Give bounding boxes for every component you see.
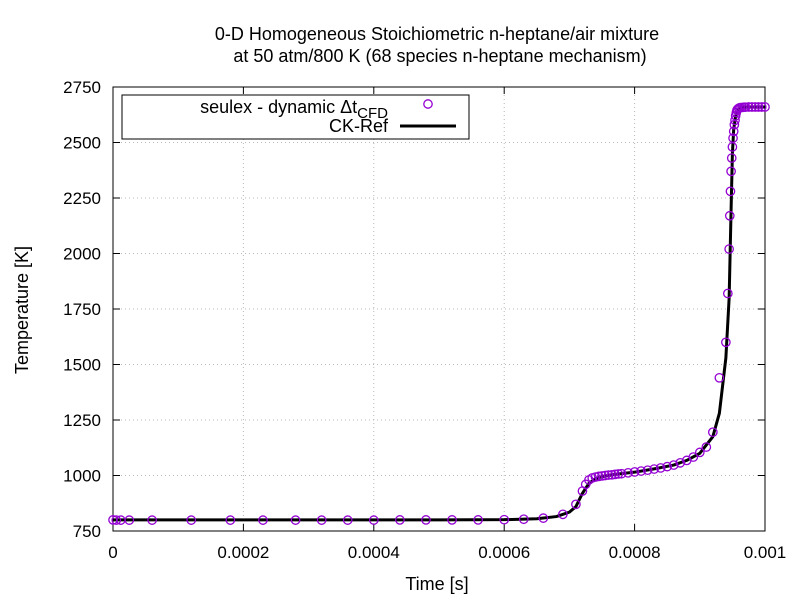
- series-layer: [108, 102, 770, 525]
- seulex-point: [421, 515, 431, 525]
- seulex-point: [186, 515, 197, 525]
- seulex-point: [613, 469, 624, 479]
- axes: [112, 86, 766, 532]
- y-tick-label: 1500: [63, 356, 101, 375]
- seulex-point: [721, 337, 731, 348]
- legend-label-seulex: seulex - dynamic ΔtCFD: [200, 97, 388, 122]
- y-tick-label: 2250: [63, 189, 101, 208]
- seulex-point: [597, 471, 607, 481]
- legend-label-subscript: CFD: [357, 105, 388, 122]
- legend-box: [121, 94, 470, 140]
- y-tick-label: 1750: [63, 300, 101, 319]
- seulex-point: [623, 467, 633, 478]
- y-tick-label: 1250: [63, 411, 101, 430]
- seulex-point: [600, 470, 611, 481]
- seulex-point: [743, 102, 754, 112]
- seulex-point: [571, 499, 581, 510]
- x-tick-label: 0.0002: [217, 543, 269, 562]
- seulex-point: [655, 463, 666, 473]
- seulex-point: [747, 102, 757, 112]
- y-axis-label: Temperature [K]: [12, 246, 32, 374]
- seulex-point: [258, 515, 268, 525]
- seulex-point: [606, 469, 617, 480]
- seulex-point: [642, 465, 653, 476]
- seulex-point: [558, 509, 568, 520]
- seulex-point: [499, 514, 510, 525]
- tick-labels: 0 0.0002 0.0004 0.0006 0.0008 0.001 750 1000 125…: [63, 78, 786, 562]
- seulex-point: [726, 166, 736, 177]
- seulex-point: [603, 470, 614, 480]
- seulex-point: [694, 447, 705, 458]
- y-tick-label: 2750: [63, 78, 101, 97]
- legend-marker-seulex: [423, 99, 433, 109]
- chart-title: 0-D Homogeneous Stoichiometric n-heptane…: [215, 24, 659, 44]
- seulex-point: [714, 372, 725, 383]
- x-tick-label: 0: [108, 543, 117, 562]
- seulex-point: [342, 515, 353, 525]
- seulex-point: [395, 515, 405, 525]
- x-tick-label: 0.0008: [609, 543, 661, 562]
- x-axis-label: Time [s]: [405, 574, 468, 594]
- seulex-point: [629, 467, 640, 477]
- seulex-point: [724, 210, 735, 221]
- seulex-point: [707, 427, 718, 438]
- seulex-point: [147, 515, 157, 525]
- grid: [113, 87, 765, 531]
- seulex-point: [447, 515, 457, 525]
- seulex-point: [616, 468, 627, 479]
- seulex-point: [756, 102, 767, 112]
- seulex-point: [728, 126, 739, 137]
- seulex-point: [725, 186, 736, 197]
- seulex-point: [740, 102, 751, 113]
- seulex-point: [675, 457, 686, 468]
- y-tick-label: 2000: [63, 245, 101, 264]
- x-tick-label: 0.001: [744, 543, 787, 562]
- seulex-point: [538, 513, 549, 523]
- seulex-point: [225, 515, 236, 525]
- x-tick-label: 0.0006: [478, 543, 530, 562]
- seulex-point: [473, 515, 483, 525]
- x-tick-label: 0.0004: [348, 543, 400, 562]
- seulex-point: [662, 461, 673, 472]
- y-tick-label: 750: [73, 522, 101, 541]
- seulex-point: [726, 153, 737, 163]
- seulex-point: [760, 102, 770, 112]
- seulex-point: [593, 471, 604, 482]
- ck-ref-line: [113, 105, 765, 522]
- legend-label-ckref: CK-Ref: [329, 116, 389, 136]
- seulex-point: [729, 119, 740, 130]
- seulex-point: [724, 244, 734, 254]
- seulex-point: [688, 452, 699, 462]
- seulex-point: [316, 515, 327, 525]
- seulex-point: [728, 133, 738, 143]
- seulex-point: [649, 464, 660, 474]
- seulex-point: [610, 469, 620, 480]
- chart-subtitle: at 50 atm/800 K (68 species n-heptane me…: [233, 46, 646, 66]
- seulex-point: [636, 466, 646, 476]
- seulex-point: [124, 515, 135, 525]
- seulex-point: [368, 515, 379, 525]
- seulex-point: [750, 102, 761, 112]
- seulex-point: [290, 515, 301, 525]
- seulex-point: [668, 460, 679, 470]
- seulex-point: [753, 102, 764, 112]
- seulex-point: [701, 442, 712, 452]
- seulex-point: [722, 288, 733, 299]
- seulex-point: [518, 514, 529, 525]
- y-tick-label: 2500: [63, 134, 101, 153]
- plot-frame: [112, 86, 766, 532]
- y-tick-label: 1000: [63, 467, 101, 486]
- seulex-point: [111, 515, 122, 525]
